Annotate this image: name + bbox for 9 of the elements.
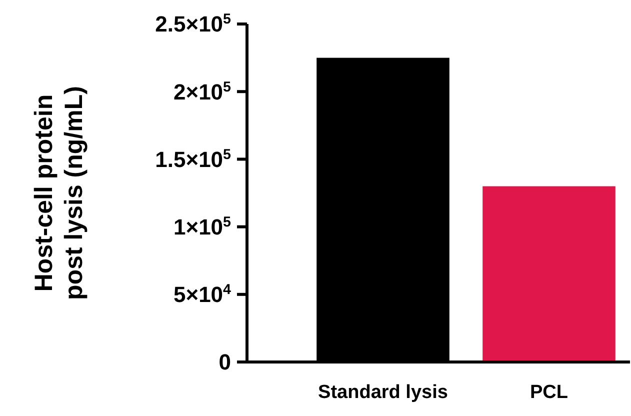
- y-tick-label: 5×10$^{4}$: [173, 282, 232, 308]
- y-tick-label: 2.5×10$^{5}$: [155, 12, 232, 37]
- y-tick-label: 1.5×10$^{5}$: [155, 146, 232, 172]
- y-axis-title: Host-cell protein post lysis (ng/mL): [30, 86, 88, 300]
- x-tick-label: Standard lysis: [318, 382, 448, 403]
- y-tick-label: 1×10$^{5}$: [173, 214, 232, 240]
- y-tick-label: 0: [218, 350, 231, 375]
- y-tick-label: 2×10$^{5}$: [173, 79, 232, 104]
- x-tick-label: PCL: [530, 382, 568, 403]
